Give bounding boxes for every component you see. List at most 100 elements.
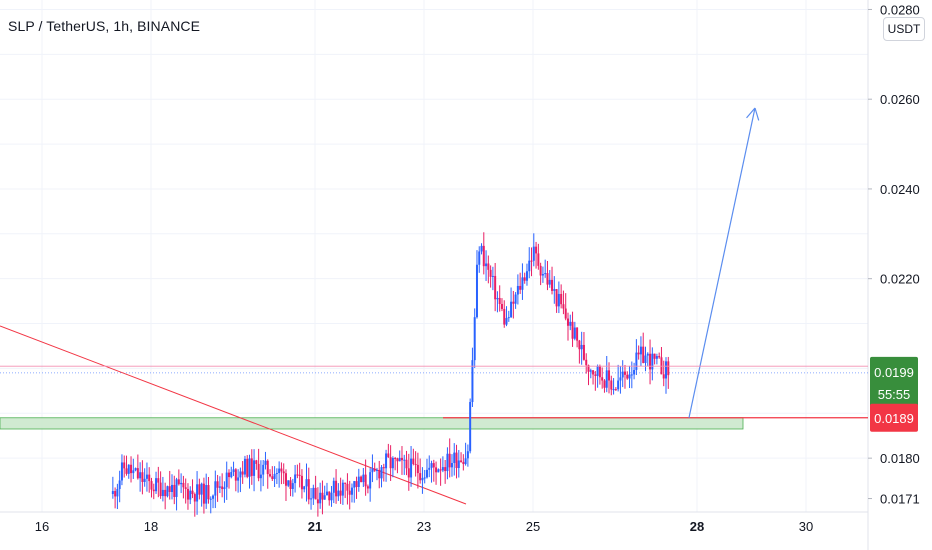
candle-body xyxy=(532,246,535,261)
candle-body xyxy=(243,458,246,475)
candle-body xyxy=(507,317,510,319)
candle-body xyxy=(560,293,563,305)
projection-arrow[interactable] xyxy=(688,107,760,418)
candle-body xyxy=(191,490,194,495)
candle-body xyxy=(514,294,517,304)
candle-body xyxy=(355,481,358,487)
candle-body xyxy=(241,471,244,475)
candle-body xyxy=(360,476,363,483)
candle-body xyxy=(246,458,249,477)
candle-body xyxy=(460,460,463,462)
candle-body xyxy=(598,366,601,378)
trendline[interactable] xyxy=(0,325,467,505)
candle-body xyxy=(269,474,272,477)
candle-body xyxy=(398,457,401,462)
time-axis[interactable]: 16 18 21 23 25 28 30 xyxy=(35,519,813,534)
candle-body xyxy=(603,380,606,388)
candle-body xyxy=(455,452,458,469)
current-price-label: 0.0199 xyxy=(874,365,914,380)
candle-body xyxy=(407,468,410,478)
candle-body xyxy=(619,377,622,381)
candle-body xyxy=(116,488,119,497)
date-tick-label: 18 xyxy=(144,519,158,534)
candle-body xyxy=(608,370,611,381)
candle-body xyxy=(496,297,499,300)
candle-body xyxy=(298,474,301,476)
candle-body xyxy=(312,487,315,499)
candle-body xyxy=(382,467,385,469)
candle-body xyxy=(127,464,130,474)
candle-body xyxy=(380,467,383,479)
candle-body xyxy=(145,474,148,479)
candle-body xyxy=(291,483,294,489)
candle-body xyxy=(257,463,260,479)
level-price-label: 0.0189 xyxy=(874,411,914,426)
candle-body xyxy=(214,481,217,496)
candle-body xyxy=(337,490,340,497)
date-tick-label: 28 xyxy=(690,519,704,534)
candle-body xyxy=(610,380,613,390)
candle-body xyxy=(521,277,524,290)
candle-body xyxy=(114,491,117,497)
candle-body xyxy=(230,472,233,478)
candle-body xyxy=(125,468,128,474)
candle-body xyxy=(271,476,274,480)
projection-arrow-head xyxy=(746,107,756,119)
candle-body xyxy=(186,488,189,500)
candle-body xyxy=(644,355,647,363)
date-tick-label: 23 xyxy=(417,519,431,534)
candle-body xyxy=(120,462,123,481)
candle-body xyxy=(216,481,219,488)
candle-body xyxy=(232,469,235,473)
candle-body xyxy=(369,472,372,489)
date-tick-label: 25 xyxy=(526,519,540,534)
current-price-badge xyxy=(870,356,918,413)
candle-body xyxy=(152,489,155,492)
candle-body xyxy=(294,474,297,484)
candle-body xyxy=(628,374,631,379)
candle-body xyxy=(323,495,326,500)
candle-body xyxy=(557,293,560,307)
price-axis[interactable]: 0.0280 0.0260 0.0240 0.0220 0.0180 0.0171 xyxy=(868,2,920,507)
candle-body xyxy=(596,366,599,376)
currency-button[interactable]: USDT xyxy=(883,17,925,41)
candle-body xyxy=(410,458,413,478)
candle-body xyxy=(548,279,551,285)
candle-body xyxy=(439,469,442,471)
candle-body xyxy=(544,273,547,275)
projection-arrow-line[interactable] xyxy=(688,107,756,418)
candle-body xyxy=(601,377,604,381)
candle-body xyxy=(430,463,433,468)
candle-body xyxy=(649,353,652,370)
candle-body xyxy=(171,484,174,492)
candle-body xyxy=(512,301,515,304)
candle-body xyxy=(665,361,668,379)
candle-body xyxy=(510,301,513,318)
candle-body xyxy=(259,474,262,479)
candle-body xyxy=(136,468,139,479)
candle-body xyxy=(667,361,670,376)
candle-body xyxy=(498,297,501,304)
candle-body xyxy=(425,469,428,478)
candle-body xyxy=(450,463,453,468)
candle-body xyxy=(637,352,640,355)
candle-body xyxy=(303,486,306,490)
candle-body xyxy=(118,480,121,489)
candle-body xyxy=(316,499,319,504)
candle-body xyxy=(253,460,256,476)
candle-body xyxy=(412,458,415,464)
candle-body xyxy=(614,389,617,391)
candle-body xyxy=(237,477,240,481)
candle-body xyxy=(264,460,267,465)
candle-body xyxy=(111,491,114,495)
candle-body xyxy=(155,478,158,492)
candle-body xyxy=(182,482,185,488)
candle-body xyxy=(573,327,576,339)
candle-body xyxy=(234,469,237,481)
candle-body xyxy=(464,458,467,465)
support-zone-rectangle[interactable] xyxy=(0,417,744,430)
candle-body xyxy=(446,453,449,472)
candle-body xyxy=(571,321,574,339)
